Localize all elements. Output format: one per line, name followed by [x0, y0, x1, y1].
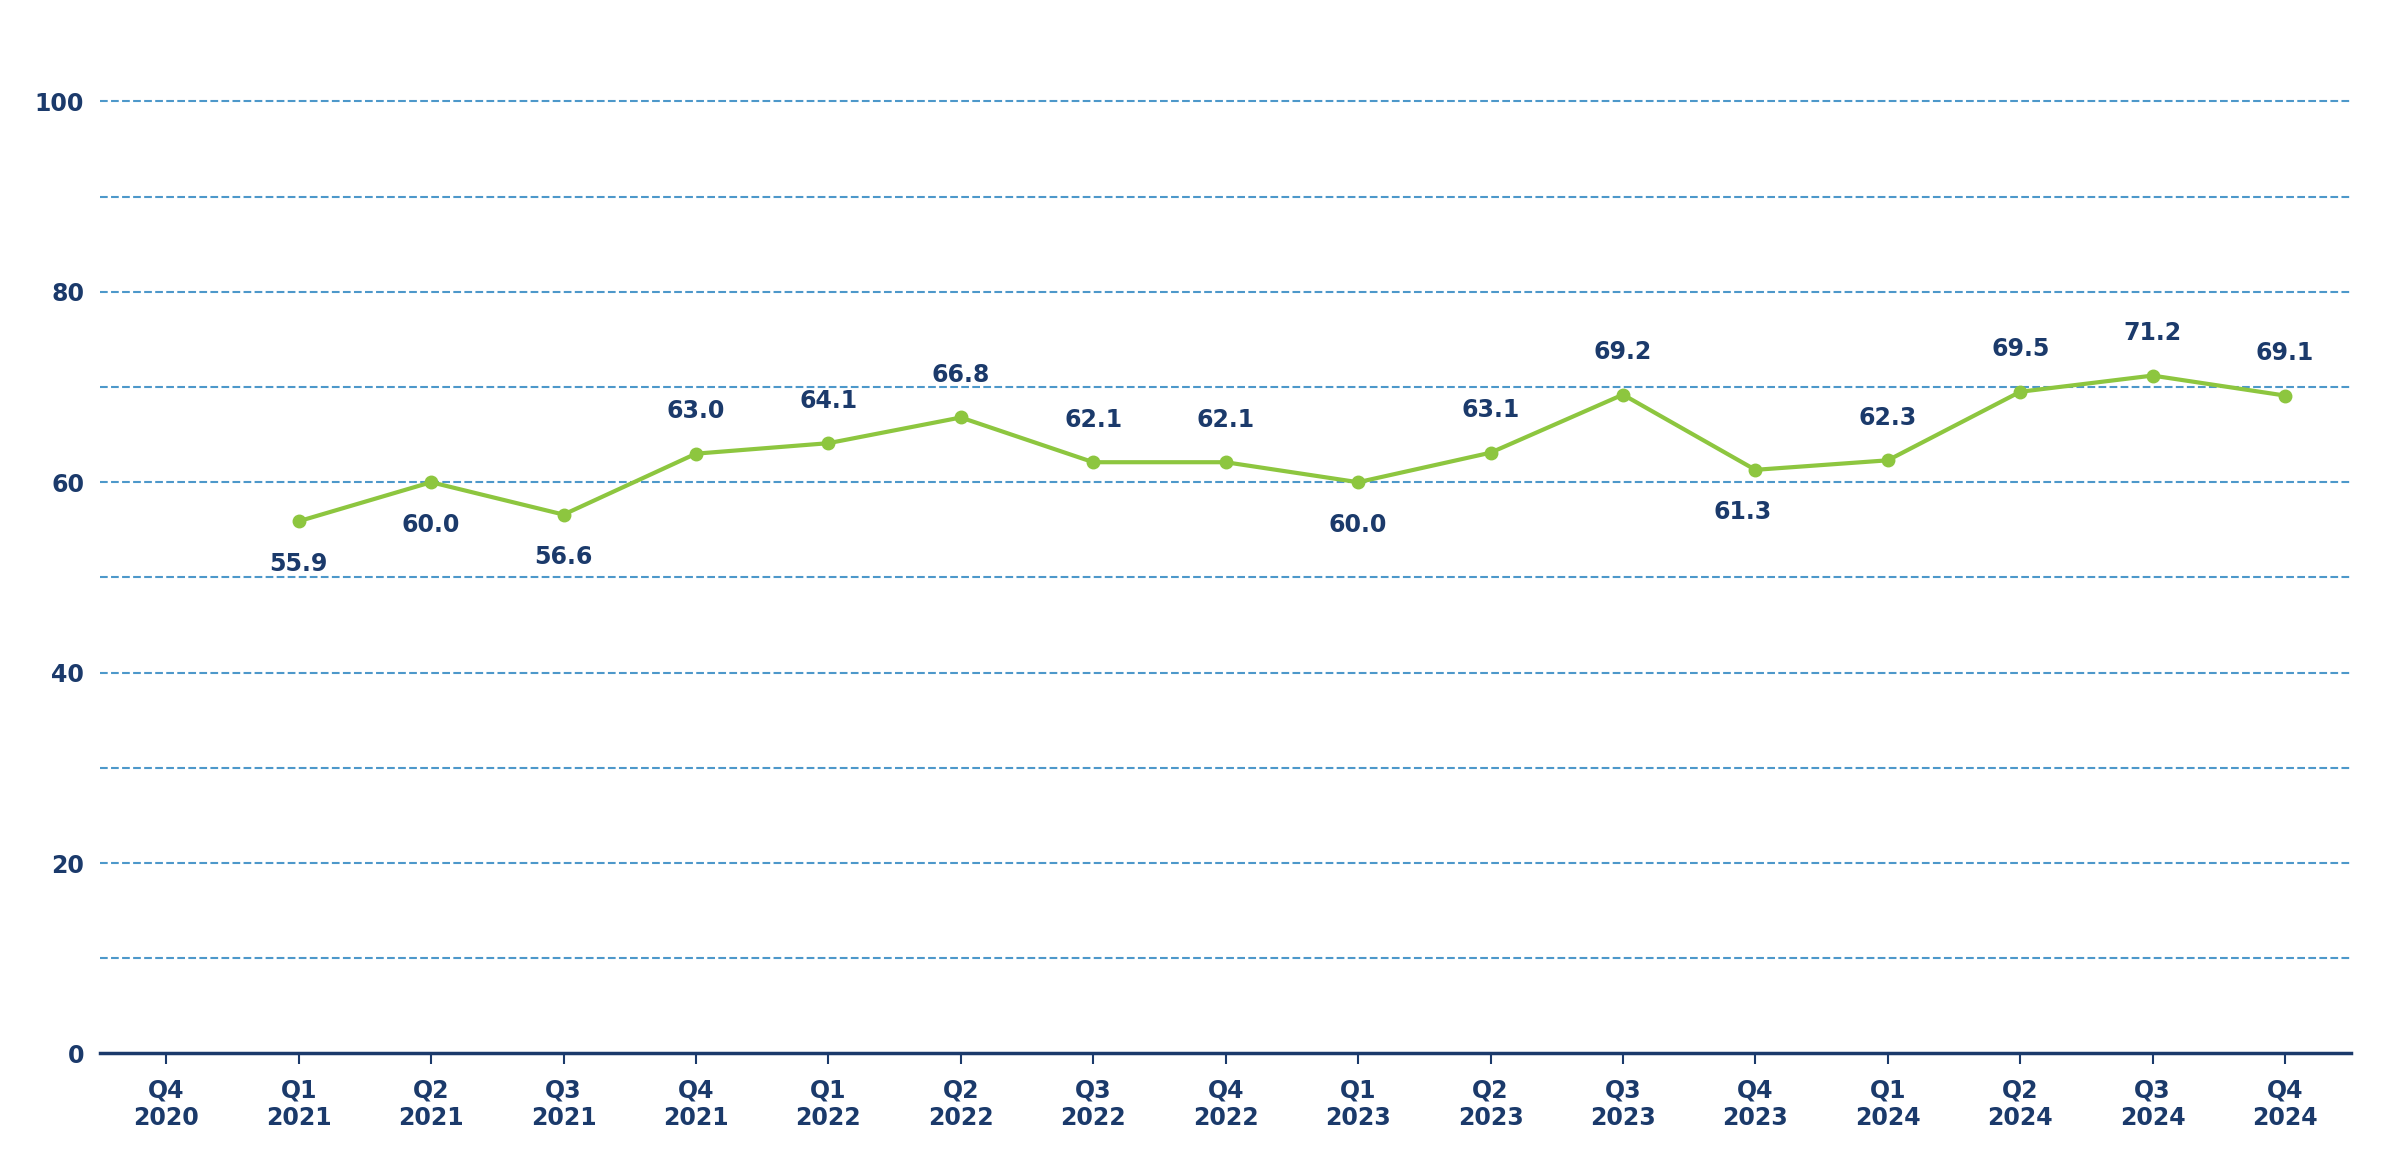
Text: 56.6: 56.6 — [534, 545, 592, 569]
Text: 69.5: 69.5 — [1990, 338, 2050, 361]
Text: 64.1: 64.1 — [799, 389, 857, 412]
Text: 55.9: 55.9 — [270, 552, 327, 576]
Text: 71.2: 71.2 — [2124, 322, 2181, 345]
Text: 60.0: 60.0 — [401, 513, 460, 537]
Text: 61.3: 61.3 — [1713, 500, 1770, 524]
Text: 66.8: 66.8 — [931, 363, 990, 387]
Text: 69.2: 69.2 — [1594, 340, 1651, 365]
Text: 60.0: 60.0 — [1329, 513, 1386, 537]
Text: 62.1: 62.1 — [1064, 408, 1121, 432]
Text: 63.1: 63.1 — [1460, 398, 1520, 422]
Text: 63.0: 63.0 — [666, 400, 725, 423]
Text: 62.1: 62.1 — [1198, 408, 1255, 432]
Text: 69.1: 69.1 — [2255, 341, 2314, 365]
Text: 62.3: 62.3 — [1859, 405, 1916, 430]
